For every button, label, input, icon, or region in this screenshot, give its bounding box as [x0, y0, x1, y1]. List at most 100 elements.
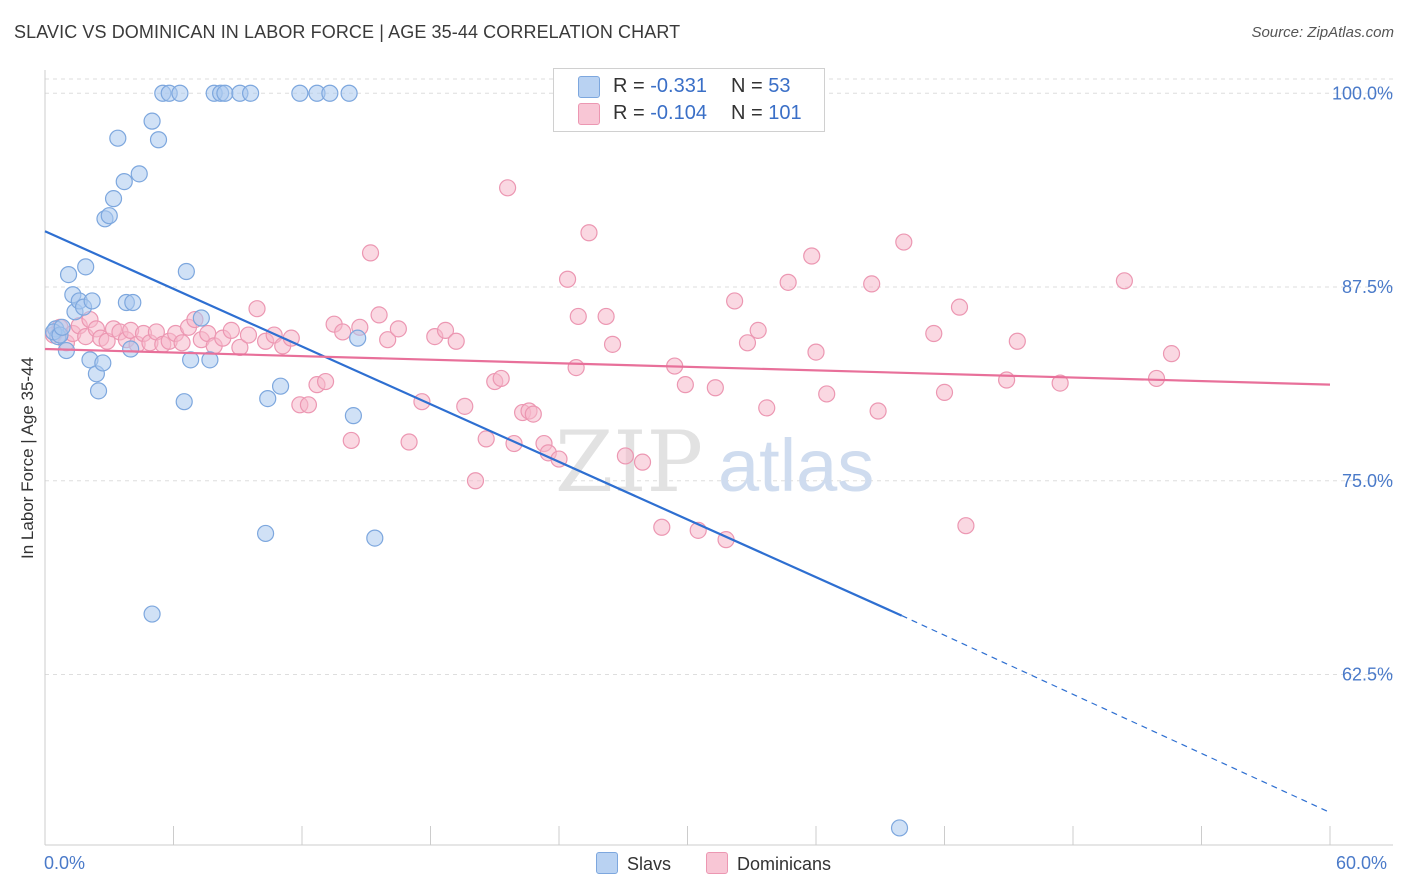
dominicans-point: [316, 372, 335, 391]
slavs-point: [366, 529, 384, 547]
dominicans-point: [597, 307, 615, 326]
dominicans-point: [653, 518, 671, 536]
slavs-point: [100, 207, 118, 225]
dominicans-point: [616, 447, 634, 465]
slavs-point: [89, 382, 108, 400]
dominicans-point: [456, 397, 474, 415]
watermark: ZIP atlas: [555, 413, 874, 511]
dominicans-point: [248, 300, 266, 318]
dominicans-point: [807, 343, 825, 361]
dominicans-point: [447, 332, 465, 350]
slavs-point: [291, 84, 309, 102]
trend-lines: [44, 230, 1331, 813]
dominicans-point: [400, 433, 418, 451]
dominicans-point: [477, 430, 495, 448]
dominicans-point: [558, 270, 577, 288]
axes: [44, 70, 1393, 846]
dominicans-point: [1115, 272, 1134, 290]
legend-r-label: R =: [613, 102, 651, 124]
slavs-point: [130, 165, 148, 183]
dominicans-point: [370, 306, 388, 324]
dominicans-point: [342, 431, 360, 450]
source-label: Source: ZipAtlas.com: [1251, 24, 1394, 41]
slavs-point: [349, 329, 367, 347]
dominicans-point: [633, 453, 652, 471]
legend-n-label: N =: [731, 102, 769, 124]
dominicans-point: [1051, 374, 1069, 392]
slavs-point: [83, 292, 101, 310]
dominicans-trend-line: [44, 347, 1331, 386]
dominicans-point: [758, 399, 776, 417]
slavs-point: [192, 309, 210, 327]
bottom-legend-dominicans[interactable]: Dominicans: [706, 852, 831, 875]
slavs-point: [177, 262, 195, 281]
dominicans-point: [603, 335, 622, 353]
dominicans-point: [998, 371, 1016, 389]
bottom-legend-swatch-dominicans: [706, 852, 728, 874]
slavs-point: [890, 819, 909, 837]
y-tick-label: 75.0%: [1342, 471, 1393, 491]
dominicans-point: [1008, 332, 1026, 350]
dominicans-point: [299, 396, 318, 414]
bottom-legend-slavs[interactable]: Slavs: [596, 852, 671, 875]
slavs-point: [124, 293, 142, 312]
slavs-point: [340, 84, 358, 102]
y-tick-label: 100.0%: [1332, 83, 1393, 103]
slavs-point: [175, 393, 193, 411]
legend-swatch-slavs: [578, 76, 600, 98]
dominicans-point: [818, 385, 836, 403]
bottom-legend-label-dominicans: Dominicans: [737, 854, 832, 874]
dominicans-point: [334, 323, 352, 341]
dominicans-point: [389, 320, 407, 338]
slavs-point: [143, 605, 161, 623]
dominicans-point: [222, 321, 240, 339]
dominicans-point: [580, 224, 598, 242]
dominicans-point: [726, 292, 744, 310]
slavs-point: [122, 340, 140, 358]
slavs-points: [44, 84, 909, 837]
correlation-legend: R = -0.331 N = 53 R = -0.104 N = 101: [553, 68, 825, 132]
dominicans-point: [239, 326, 258, 344]
dominicans-point: [676, 376, 694, 394]
slavs-trend-line: [44, 230, 903, 617]
slavs-point: [242, 84, 260, 102]
slavs-point: [109, 129, 127, 147]
dominicans-points: [44, 179, 1181, 549]
slavs-point: [94, 354, 112, 372]
slavs-point: [53, 318, 71, 336]
watermark-atlas: atlas: [718, 424, 874, 507]
legend-n-label: N =: [731, 75, 769, 97]
dominicans-point: [567, 359, 585, 377]
y-tick-label: 87.5%: [1342, 277, 1393, 297]
dominicans-point: [1147, 369, 1166, 388]
dominicans-point: [895, 233, 913, 251]
dominicans-point: [569, 307, 587, 326]
slavs-point: [201, 351, 219, 369]
slavs-point: [149, 131, 168, 149]
x-tick-label-max: 60.0%: [1336, 853, 1388, 873]
chart-title: SLAVIC VS DOMINICAN IN LABOR FORCE | AGE…: [14, 22, 681, 42]
dominicans-point: [173, 334, 191, 352]
legend-r-value-dominicans: -0.104: [650, 102, 707, 124]
dominicans-point: [803, 247, 821, 265]
dominicans-point: [706, 379, 724, 397]
gridlines: [45, 78, 1393, 675]
dominicans-point: [925, 324, 943, 343]
slavs-point: [171, 84, 189, 102]
legend-r-value-slavs: -0.331: [650, 75, 707, 97]
slavs-point: [344, 407, 362, 425]
dominicans-point: [524, 405, 542, 423]
dominicans-point: [379, 331, 397, 349]
slavs-point: [259, 390, 277, 408]
slavs-point: [115, 173, 133, 191]
y-tick-label: 62.5%: [1342, 665, 1393, 685]
slavs-point: [59, 266, 78, 284]
bottom-legend-swatch-slavs: [596, 852, 618, 874]
slavs-trend-extension: [901, 615, 1331, 813]
y-tick-labels: 62.5% 75.0% 87.5% 100.0%: [1332, 83, 1393, 684]
legend-swatch-dominicans: [578, 103, 600, 125]
slavs-point: [271, 377, 290, 395]
dominicans-point: [466, 472, 485, 490]
slavs-point: [143, 112, 161, 130]
